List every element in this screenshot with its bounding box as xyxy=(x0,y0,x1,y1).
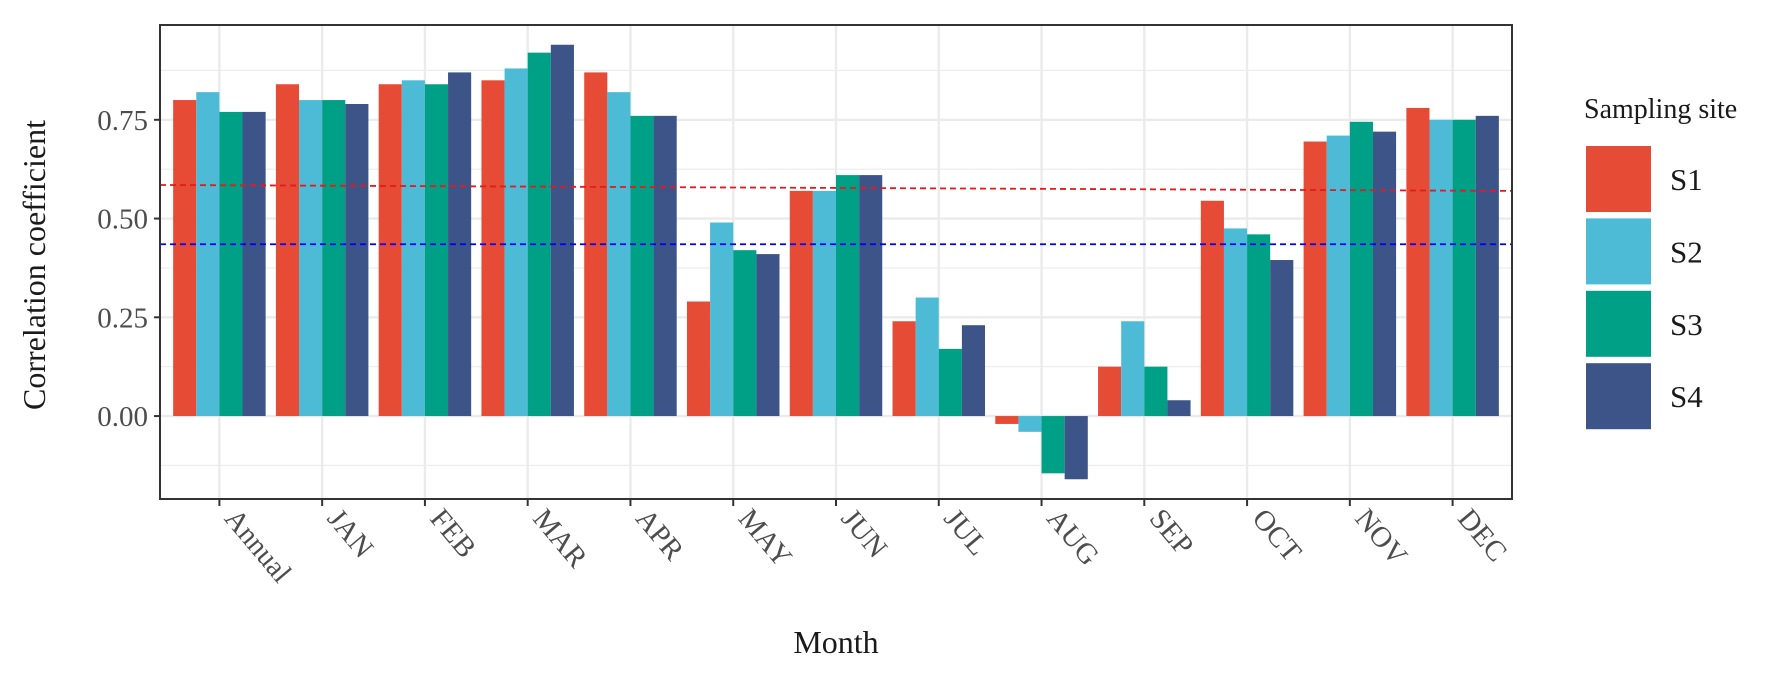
legend-label: S1 xyxy=(1670,162,1703,197)
legend-key xyxy=(1586,290,1651,357)
legend-key xyxy=(1586,146,1651,212)
bar xyxy=(733,250,757,417)
bar xyxy=(424,84,449,417)
y-tick-label: 0.75 xyxy=(97,105,148,137)
x-tick-label: MAY xyxy=(732,503,798,573)
bar xyxy=(1018,416,1042,432)
legend-title: Sampling site xyxy=(1584,94,1737,125)
x-tick-label: AUG xyxy=(1040,503,1105,572)
bar xyxy=(756,254,780,417)
bar xyxy=(630,115,654,417)
bar xyxy=(550,44,574,417)
x-tick-label: SEP xyxy=(1143,503,1200,562)
x-tick-label: OCT xyxy=(1246,503,1308,568)
legend-label: S3 xyxy=(1670,307,1703,342)
bar xyxy=(196,92,220,417)
bar xyxy=(961,325,986,417)
y-axis-title: Correlation coefficient xyxy=(16,120,52,410)
bar xyxy=(859,175,883,417)
bar xyxy=(1349,121,1373,417)
bar xyxy=(938,348,962,417)
x-tick-label: JAN xyxy=(321,503,380,564)
x-tick-label: NOV xyxy=(1348,503,1413,572)
bar xyxy=(1167,400,1191,417)
bar xyxy=(448,72,472,417)
x-tick-label: DEC xyxy=(1451,503,1513,568)
bar xyxy=(1372,131,1397,417)
y-tick-label: 0.50 xyxy=(97,204,148,236)
bar xyxy=(1144,366,1168,417)
bar xyxy=(219,111,243,417)
x-tick-label: JUN xyxy=(835,503,894,564)
bar xyxy=(686,301,711,417)
bar xyxy=(1452,119,1476,417)
bar xyxy=(1064,416,1088,480)
bar xyxy=(322,100,346,417)
legend-label: S2 xyxy=(1670,234,1703,269)
bar xyxy=(1303,141,1327,417)
bar xyxy=(1121,321,1145,417)
bar xyxy=(401,80,425,417)
bar xyxy=(1406,107,1430,417)
legend-key xyxy=(1586,363,1651,430)
bar xyxy=(995,416,1019,424)
bar xyxy=(1270,260,1294,417)
bar xyxy=(812,190,836,417)
x-tick-label: MAR xyxy=(526,503,593,575)
bar xyxy=(1247,234,1271,417)
y-tick-label: 0.00 xyxy=(97,401,148,433)
x-tick-label: FEB xyxy=(424,503,483,564)
x-tick-label: JUL xyxy=(937,503,994,562)
bar xyxy=(710,222,734,417)
bar xyxy=(504,68,528,417)
legend-label: S4 xyxy=(1670,379,1703,414)
bar xyxy=(607,92,631,417)
reference-line xyxy=(159,184,1513,192)
bar xyxy=(1200,200,1224,417)
bar xyxy=(481,80,505,417)
bar xyxy=(836,175,860,417)
bar xyxy=(1326,135,1350,417)
bar xyxy=(789,190,813,417)
bar xyxy=(892,321,916,417)
bar xyxy=(653,115,677,417)
panel-border xyxy=(159,24,1513,500)
x-tick-label: Annual xyxy=(218,503,297,589)
bar xyxy=(173,100,197,417)
x-axis-title: Month xyxy=(793,624,878,660)
bar xyxy=(378,84,402,417)
bar xyxy=(1223,228,1248,417)
bar xyxy=(1429,119,1453,417)
bar xyxy=(275,84,300,417)
x-tick-label: APR xyxy=(629,503,690,567)
bar xyxy=(299,100,323,417)
bar xyxy=(527,52,551,417)
bar xyxy=(1041,416,1065,474)
y-tick-label: 0.25 xyxy=(97,302,148,334)
bar xyxy=(1098,366,1122,417)
bar xyxy=(242,111,266,417)
legend-key xyxy=(1586,218,1651,285)
bar xyxy=(1475,115,1499,417)
bar xyxy=(915,297,939,417)
bar xyxy=(345,104,369,417)
